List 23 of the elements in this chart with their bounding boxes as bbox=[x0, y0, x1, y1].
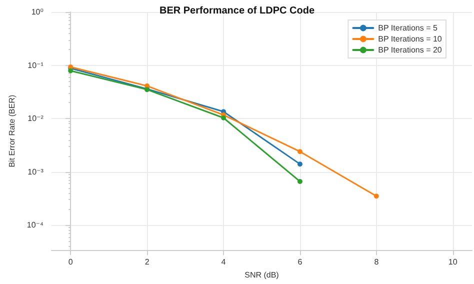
y-tick-label: 10⁻⁴ bbox=[26, 220, 44, 230]
x-tick-label: 2 bbox=[144, 258, 150, 267]
y-tick-label: 10⁻³ bbox=[28, 167, 44, 176]
x-axis-title: SNR (dB) bbox=[244, 270, 280, 280]
x-tick-label: 4 bbox=[221, 258, 226, 267]
legend-label: BP Iterations = 5 bbox=[378, 24, 438, 32]
point bbox=[297, 149, 302, 154]
x-tick-label: 8 bbox=[374, 258, 380, 267]
point bbox=[68, 68, 74, 74]
point bbox=[297, 178, 302, 184]
y-tick-label: 10⁰ bbox=[31, 8, 44, 16]
y-tick-label: 10⁻¹ bbox=[28, 60, 44, 70]
y-tick-label: 10⁻² bbox=[28, 114, 44, 124]
point bbox=[221, 115, 226, 120]
y-axis-title: Bit Error Rate (BER) bbox=[8, 94, 16, 168]
x-tick-label: 6 bbox=[298, 258, 303, 267]
legend-label: BP Iterations = 20 bbox=[378, 46, 442, 54]
chart-title: BER Performance of LDPC Code bbox=[159, 6, 315, 16]
legend-label: BP Iterations = 10 bbox=[378, 34, 442, 44]
x-tick-label: 0 bbox=[68, 258, 74, 267]
point bbox=[374, 194, 379, 199]
x-tick-label: 10 bbox=[448, 258, 458, 267]
point bbox=[297, 162, 302, 167]
